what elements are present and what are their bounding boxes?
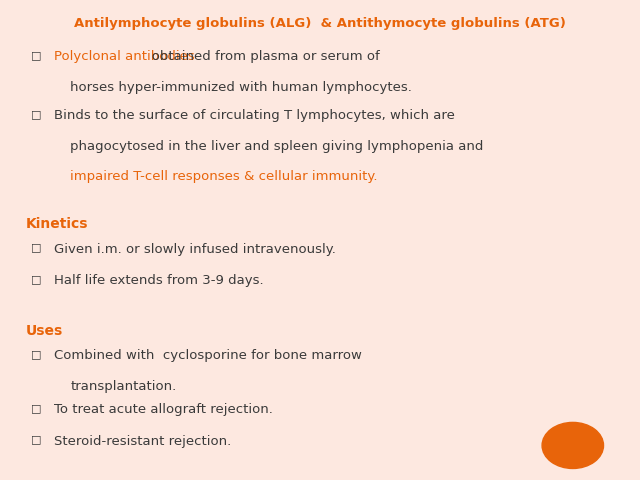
Text: To treat acute allograft rejection.: To treat acute allograft rejection.: [54, 404, 273, 417]
Text: Steroid-resistant rejection.: Steroid-resistant rejection.: [54, 434, 232, 447]
Text: Half life extends from 3-9 days.: Half life extends from 3-9 days.: [54, 274, 264, 287]
Text: □: □: [31, 349, 41, 360]
Text: □: □: [31, 109, 41, 120]
Text: □: □: [31, 434, 41, 444]
Text: Given i.m. or slowly infused intravenously.: Given i.m. or slowly infused intravenous…: [54, 243, 336, 256]
Text: Uses: Uses: [26, 324, 63, 338]
Text: Polyclonal antibodies: Polyclonal antibodies: [54, 50, 195, 63]
Text: Binds to the surface of circulating T lymphocytes, which are: Binds to the surface of circulating T ly…: [54, 109, 455, 122]
Text: □: □: [31, 50, 41, 60]
Text: □: □: [31, 404, 41, 413]
Circle shape: [542, 422, 604, 468]
Text: transplantation.: transplantation.: [70, 380, 177, 393]
Text: horses hyper-immunized with human lymphocytes.: horses hyper-immunized with human lympho…: [70, 81, 412, 94]
Text: □: □: [31, 243, 41, 252]
Text: phagocytosed in the liver and spleen giving lymphopenia and: phagocytosed in the liver and spleen giv…: [70, 140, 484, 153]
Text: Kinetics: Kinetics: [26, 217, 88, 231]
Text: obtained from plasma or serum of: obtained from plasma or serum of: [54, 50, 380, 63]
Text: □: □: [31, 274, 41, 284]
Text: Combined with  cyclosporine for bone marrow: Combined with cyclosporine for bone marr…: [54, 349, 362, 362]
Text: Antilymphocyte globulins (ALG)  & Antithymocyte globulins (ATG): Antilymphocyte globulins (ALG) & Antithy…: [74, 17, 566, 30]
Text: impaired T-cell responses & cellular immunity.: impaired T-cell responses & cellular imm…: [70, 170, 378, 183]
